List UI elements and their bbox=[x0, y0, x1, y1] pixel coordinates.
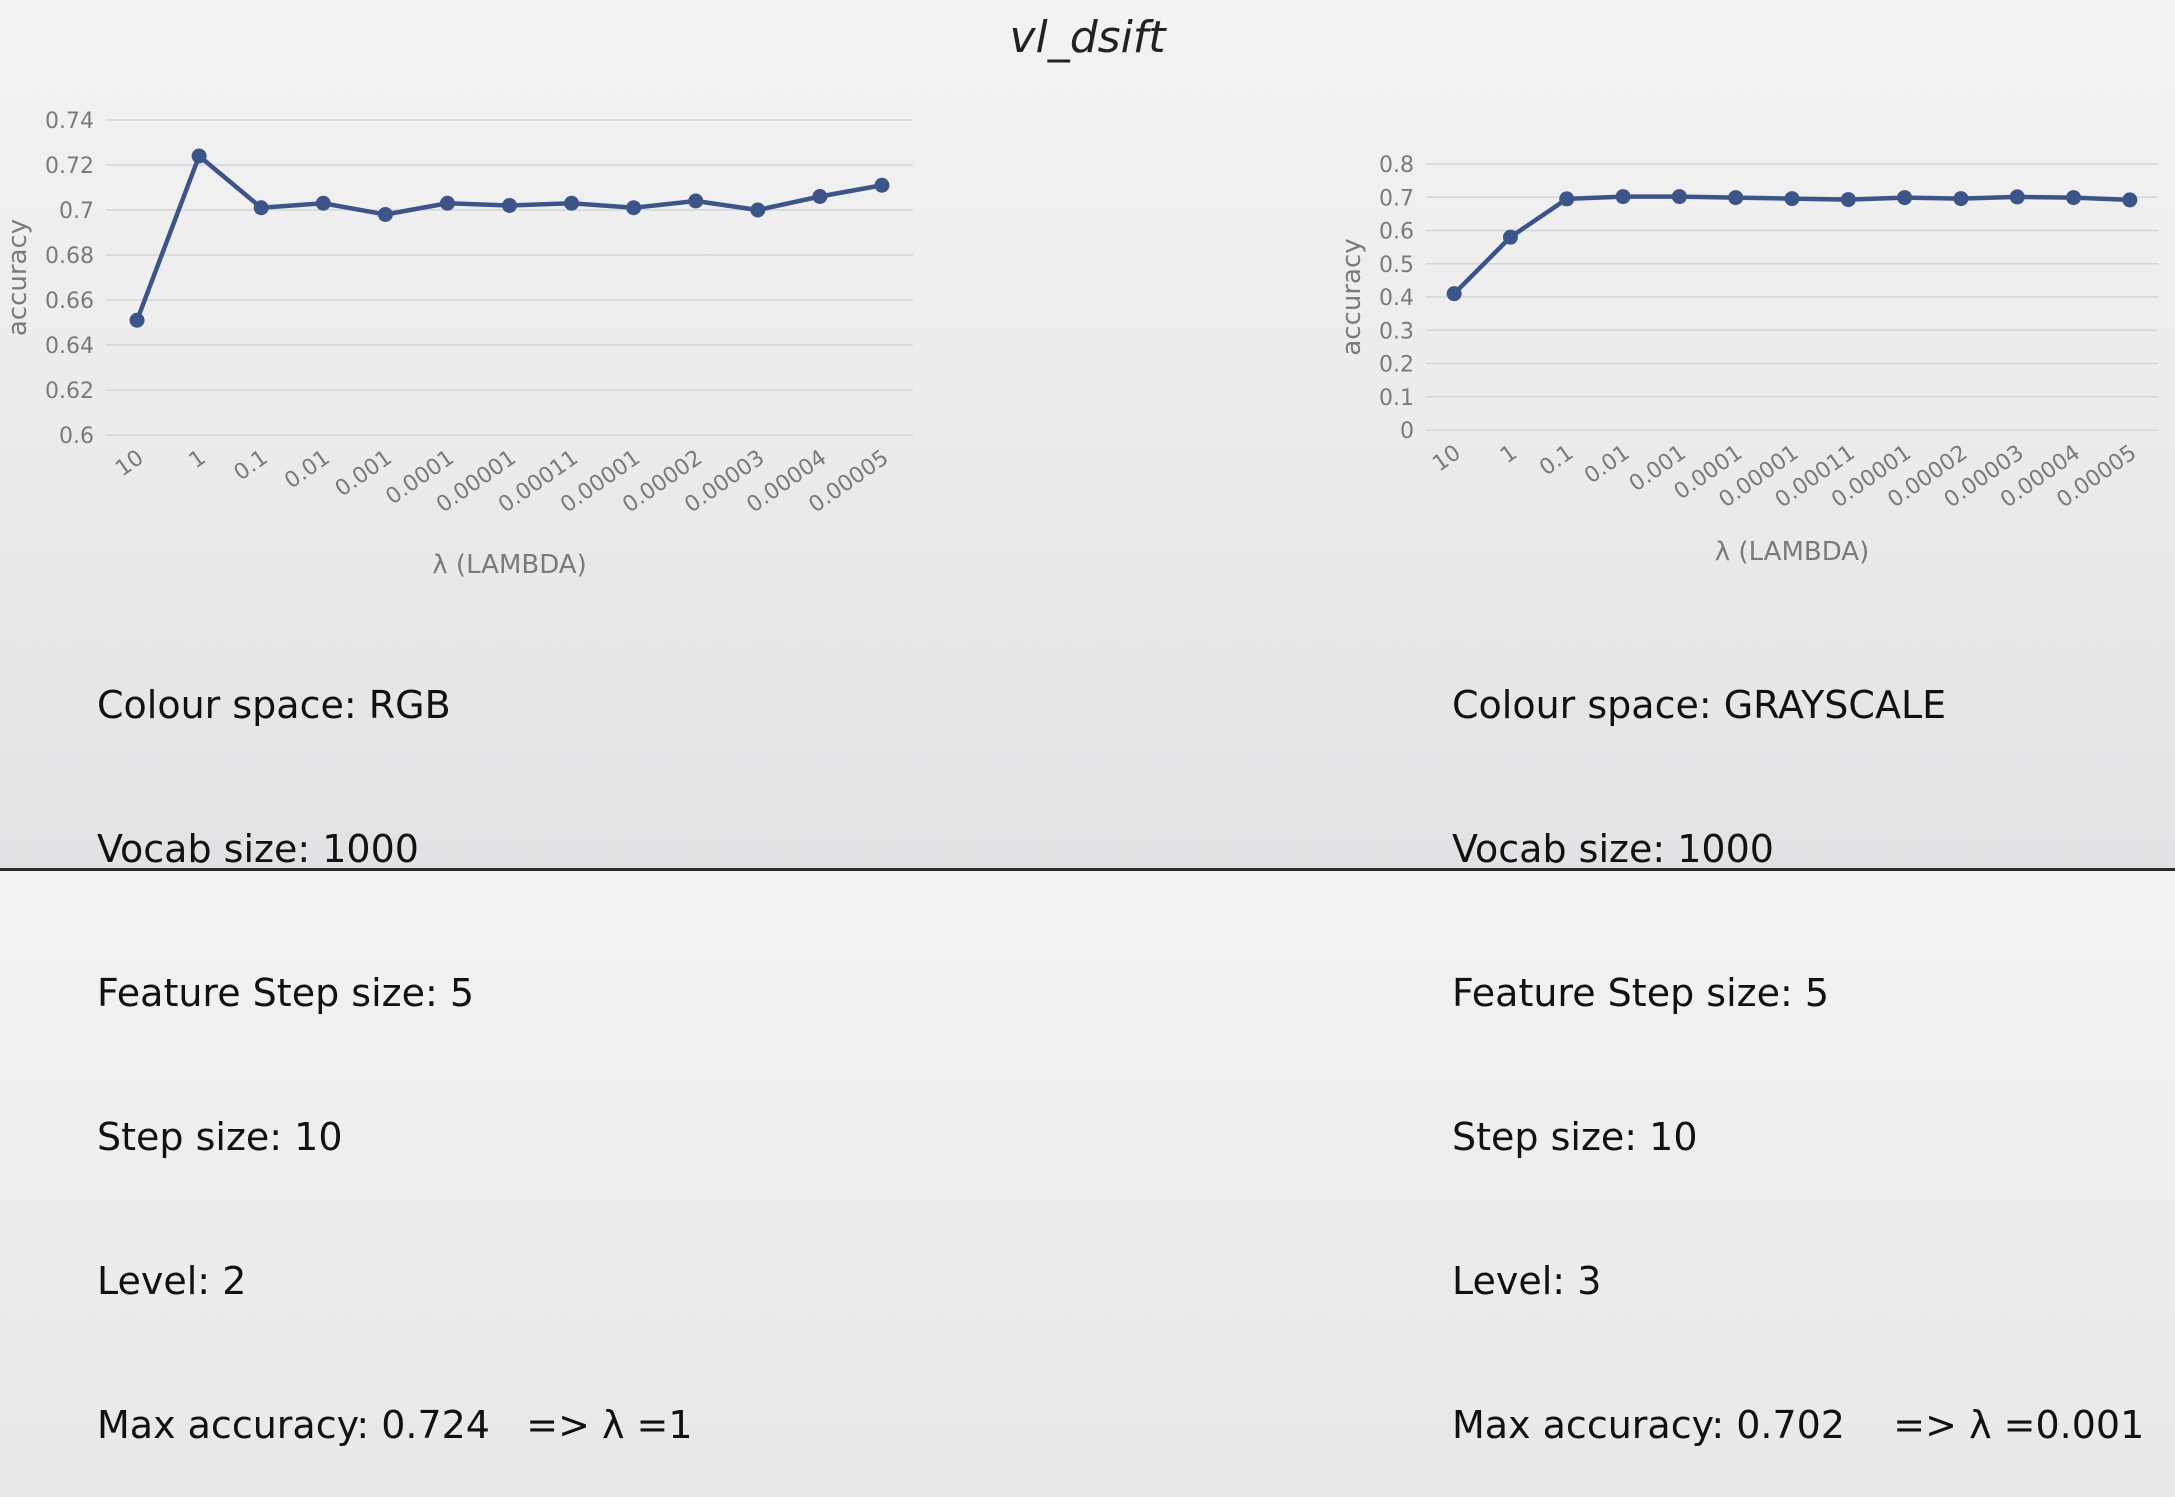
y-tick-label: 0.7 bbox=[59, 199, 94, 224]
x-axis-title: λ (LAMBDA) bbox=[1715, 537, 1869, 567]
step-size-text: Step size: 10 bbox=[97, 1115, 343, 1159]
y-tick-label: 0.66 bbox=[45, 289, 94, 314]
max-accuracy-text: Max accuracy: 0.724 => λ =1 bbox=[97, 1403, 693, 1447]
vocab-size-text: Vocab size: 1000 bbox=[1452, 827, 1774, 871]
y-tick-label: 0.2 bbox=[1379, 353, 1414, 378]
data-point bbox=[129, 312, 145, 328]
data-point bbox=[253, 200, 269, 216]
data-point bbox=[874, 177, 890, 193]
colour-space-text: Colour space: RGB bbox=[97, 683, 451, 727]
x-tick-label: 1 bbox=[1496, 440, 1522, 469]
data-point bbox=[750, 202, 766, 218]
y-tick-label: 0.72 bbox=[45, 154, 94, 179]
data-point bbox=[688, 193, 704, 209]
x-tick-label: 0.1 bbox=[230, 445, 273, 486]
data-point bbox=[1502, 229, 1518, 245]
y-tick-label: 0.68 bbox=[45, 244, 94, 269]
config-summary-grayscale: Colour space: GRAYSCALE Vocab size: 1000… bbox=[1452, 585, 2144, 1497]
y-tick-label: 0.64 bbox=[45, 334, 94, 359]
x-axis-title: λ (LAMBDA) bbox=[432, 550, 586, 580]
data-point bbox=[1784, 191, 1800, 207]
data-point bbox=[812, 189, 828, 204]
feature-step-text: Feature Step size: 5 bbox=[97, 971, 475, 1015]
bottom-divider bbox=[0, 868, 2175, 871]
data-point bbox=[2066, 190, 2082, 206]
data-point bbox=[315, 195, 331, 211]
y-tick-label: 0.4 bbox=[1379, 286, 1414, 311]
series-line bbox=[134, 153, 883, 322]
data-point bbox=[2122, 192, 2138, 208]
slide-title: vl_dsift bbox=[1009, 12, 1166, 63]
data-point bbox=[439, 195, 455, 211]
data-point bbox=[626, 200, 642, 216]
data-point bbox=[502, 198, 517, 213]
data-point bbox=[1897, 190, 1913, 206]
data-point bbox=[1446, 286, 1462, 302]
x-tick-label: 0.01 bbox=[280, 445, 334, 494]
data-point bbox=[1615, 189, 1631, 205]
accuracy-chart-grayscale: 00.10.20.30.40.50.60.70.810 1 0.1 0.010.001… bbox=[1337, 153, 2158, 567]
level-text: Level: 2 bbox=[97, 1259, 247, 1303]
data-point bbox=[1559, 191, 1575, 207]
vocab-size-text: Vocab size: 1000 bbox=[97, 827, 419, 871]
data-point bbox=[377, 207, 393, 222]
data-point bbox=[1953, 191, 1969, 207]
accuracy-chart-rgb: 0.6 0.62 0.64 0.66 0.68 0.7 0.72 0.74 10 1 0.1 0.01… bbox=[3, 109, 913, 580]
y-tick-label: 0.6 bbox=[1379, 220, 1414, 245]
data-point bbox=[1671, 189, 1687, 205]
x-tick-label: 10 bbox=[111, 445, 148, 482]
series-line bbox=[1452, 194, 2130, 296]
y-tick-label: 0.7 bbox=[1379, 186, 1414, 211]
data-point bbox=[564, 195, 580, 211]
x-tick-label: 0.1 bbox=[1535, 440, 1578, 481]
y-tick-label: 0.74 bbox=[45, 109, 94, 134]
data-point bbox=[1840, 192, 1856, 208]
x-tick-label: 0.01 bbox=[1580, 440, 1634, 489]
y-tick-label: 0.62 bbox=[45, 379, 94, 404]
x-tick-label: 1 bbox=[185, 445, 211, 474]
colour-space-text: Colour space: GRAYSCALE bbox=[1452, 683, 1947, 727]
y-tick-label: 0.6 bbox=[59, 424, 94, 449]
config-summary-rgb: Colour space: RGB Vocab size: 1000 Featu… bbox=[97, 585, 693, 1497]
data-point bbox=[1728, 190, 1744, 206]
y-axis-title: accuracy bbox=[1337, 238, 1367, 355]
y-tick-label: 0.1 bbox=[1379, 386, 1414, 411]
y-tick-label: 0.5 bbox=[1379, 253, 1414, 278]
data-point bbox=[191, 148, 207, 164]
x-tick-label: 10 bbox=[1428, 440, 1465, 477]
feature-step-text: Feature Step size: 5 bbox=[1452, 971, 1830, 1015]
y-tick-label: 0.8 bbox=[1379, 153, 1414, 178]
data-point bbox=[2009, 189, 2025, 205]
y-axis-title: accuracy bbox=[3, 219, 33, 336]
max-accuracy-text: Max accuracy: 0.702 => λ =0.001 bbox=[1452, 1403, 2145, 1447]
step-size-text: Step size: 10 bbox=[1452, 1115, 1698, 1159]
y-tick-label: 0.3 bbox=[1379, 319, 1414, 344]
y-tick-label: 0 bbox=[1400, 419, 1414, 444]
level-text: Level: 3 bbox=[1452, 1259, 1602, 1303]
